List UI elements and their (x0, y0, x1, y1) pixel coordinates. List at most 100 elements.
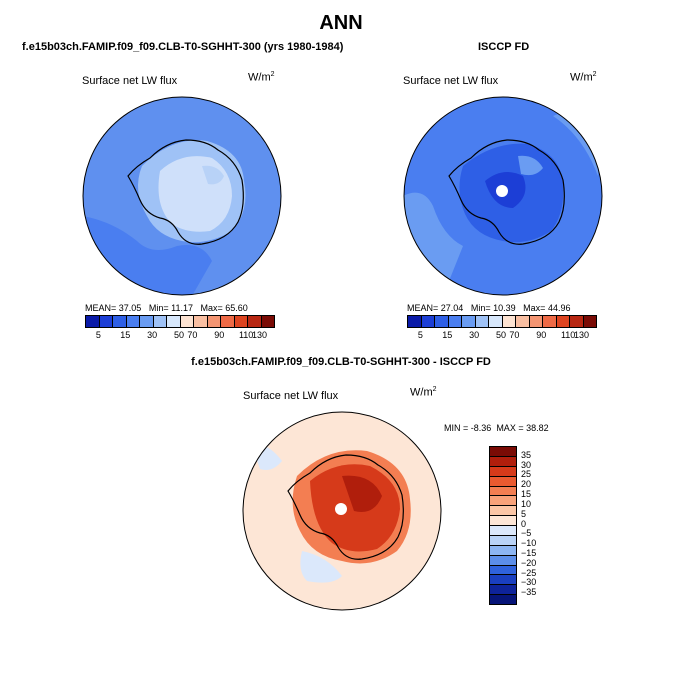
colorbar-tick-label: 110 (238, 330, 254, 340)
colorbar-swatch (490, 456, 516, 467)
panel3-units: W/m2 (410, 386, 437, 399)
panel3-negative-region-south (300, 551, 342, 583)
colorbar-swatch (126, 316, 140, 327)
colorbar-tick-label: 110 (560, 330, 576, 340)
panel3-title: f.e15b03ch.FAMIP.f09_f09.CLB-T0-SGHHT-30… (191, 356, 491, 368)
colorbar-swatch (113, 316, 127, 327)
colorbar-swatch (490, 486, 516, 497)
panel2-title: ISCCP FD (478, 41, 530, 53)
panel3-map (242, 411, 442, 611)
colorbar-swatch (502, 316, 516, 327)
panel1-map-border (82, 96, 282, 296)
colorbar-tick-label: −10 (521, 538, 537, 549)
colorbar-swatch (490, 585, 516, 596)
colorbar-swatch (516, 316, 530, 327)
colorbar-swatch (490, 555, 516, 566)
colorbar-tick-label: 30 (147, 330, 158, 340)
colorbar-tick-label: −20 (521, 557, 537, 568)
colorbar-swatch (583, 316, 596, 327)
panel2-stats: MEAN= 27.04 Min= 10.39 Max= 44.96 (407, 303, 571, 313)
colorbar-swatch (207, 316, 221, 327)
colorbar-tick-label: −30 (521, 577, 537, 588)
colorbar-tick-label: 15 (442, 330, 453, 340)
panel2-map-border (403, 96, 603, 296)
colorbar-swatch (408, 316, 422, 327)
colorbar-swatch (570, 316, 584, 327)
colorbar-tick-label: −35 (521, 587, 537, 598)
colorbar-tick-label: 50 (495, 330, 507, 340)
panel2-pole-hole (496, 185, 508, 197)
colorbar-swatch (86, 316, 100, 327)
colorbar-swatch (153, 316, 167, 327)
colorbar-swatch (490, 595, 516, 604)
panel1-plateau-region (202, 165, 224, 185)
colorbar-swatch (462, 316, 476, 327)
colorbar-tick-label: 70 (187, 330, 198, 340)
colorbar-swatch (99, 316, 113, 327)
colorbar-tick-label: 30 (469, 330, 480, 340)
colorbar-swatch (448, 316, 462, 327)
colorbar-tick-label: 5 (95, 330, 101, 340)
panel2-coastline (448, 139, 565, 245)
colorbar-swatch (261, 316, 274, 327)
panel3-colorbar (489, 446, 517, 605)
colorbar-swatch (248, 316, 262, 327)
colorbar-swatch (489, 316, 503, 327)
colorbar-tick-label: −5 (521, 528, 532, 539)
colorbar-tick-label: 10 (521, 498, 532, 509)
colorbar-tick-label: 25 (521, 469, 532, 480)
colorbar-tick-label: 35 (521, 449, 532, 460)
page-title: ANN (319, 12, 363, 34)
panel2-map (403, 96, 603, 296)
colorbar-swatch (490, 545, 516, 556)
colorbar-tick-label: 90 (214, 330, 225, 340)
colorbar-swatch (194, 316, 208, 327)
colorbar-swatch (529, 316, 543, 327)
colorbar-tick-label: 5 (417, 330, 423, 340)
panel1-colorbar-ticks: 5 15 30 50 70 90 110 130 (85, 330, 273, 342)
colorbar-swatch (490, 575, 516, 586)
panel2-colorbar-ticks: 5 15 30 50 70 90 110 130 (407, 330, 595, 342)
colorbar-tick-label: 130 (574, 330, 590, 340)
colorbar-swatch (180, 316, 194, 327)
colorbar-swatch (490, 447, 516, 457)
colorbar-swatch (490, 565, 516, 576)
panel2-patch-region (518, 155, 543, 176)
panel1-map (82, 96, 282, 296)
panel2-field-label: Surface net LW flux (403, 75, 499, 87)
colorbar-swatch (435, 316, 449, 327)
colorbar-tick-label: 5 (521, 508, 527, 519)
colorbar-tick-label: 0 (521, 518, 527, 529)
colorbar-tick-label: −25 (521, 567, 537, 578)
colorbar-swatch (475, 316, 489, 327)
colorbar-swatch (490, 535, 516, 546)
panel1-interior-region (158, 156, 232, 232)
panel3-coastline (287, 454, 404, 560)
colorbar-swatch (543, 316, 557, 327)
colorbar-tick-label: 30 (521, 459, 532, 470)
colorbar-swatch (421, 316, 435, 327)
panel2-colorbar (407, 315, 597, 328)
colorbar-swatch (490, 516, 516, 526)
panel3-field-label: Surface net LW flux (243, 390, 339, 402)
colorbar-swatch (490, 476, 516, 487)
colorbar-tick-label: 70 (509, 330, 520, 340)
panel3-pole-hole (335, 503, 347, 515)
colorbar-tick-label: −15 (521, 547, 537, 558)
panel1-stats: MEAN= 37.05 Min= 11.17 Max= 65.60 (85, 303, 248, 313)
colorbar-swatch (221, 316, 235, 327)
panel1-field-label: Surface net LW flux (82, 75, 178, 87)
panel3-map-border (242, 411, 442, 611)
colorbar-tick-label: 90 (536, 330, 547, 340)
colorbar-swatch (490, 466, 516, 477)
panel1-title: f.e15b03ch.FAMIP.f09_f09.CLB-T0-SGHHT-30… (22, 41, 344, 53)
colorbar-tick-label: 15 (120, 330, 131, 340)
panel1-coastline (127, 139, 244, 245)
colorbar-tick-label: 15 (521, 489, 532, 500)
colorbar-swatch (490, 506, 516, 517)
colorbar-swatch (234, 316, 248, 327)
colorbar-swatch (140, 316, 154, 327)
colorbar-swatch (490, 526, 516, 536)
colorbar-tick-label: 130 (252, 330, 268, 340)
colorbar-tick-label: 20 (521, 479, 532, 490)
